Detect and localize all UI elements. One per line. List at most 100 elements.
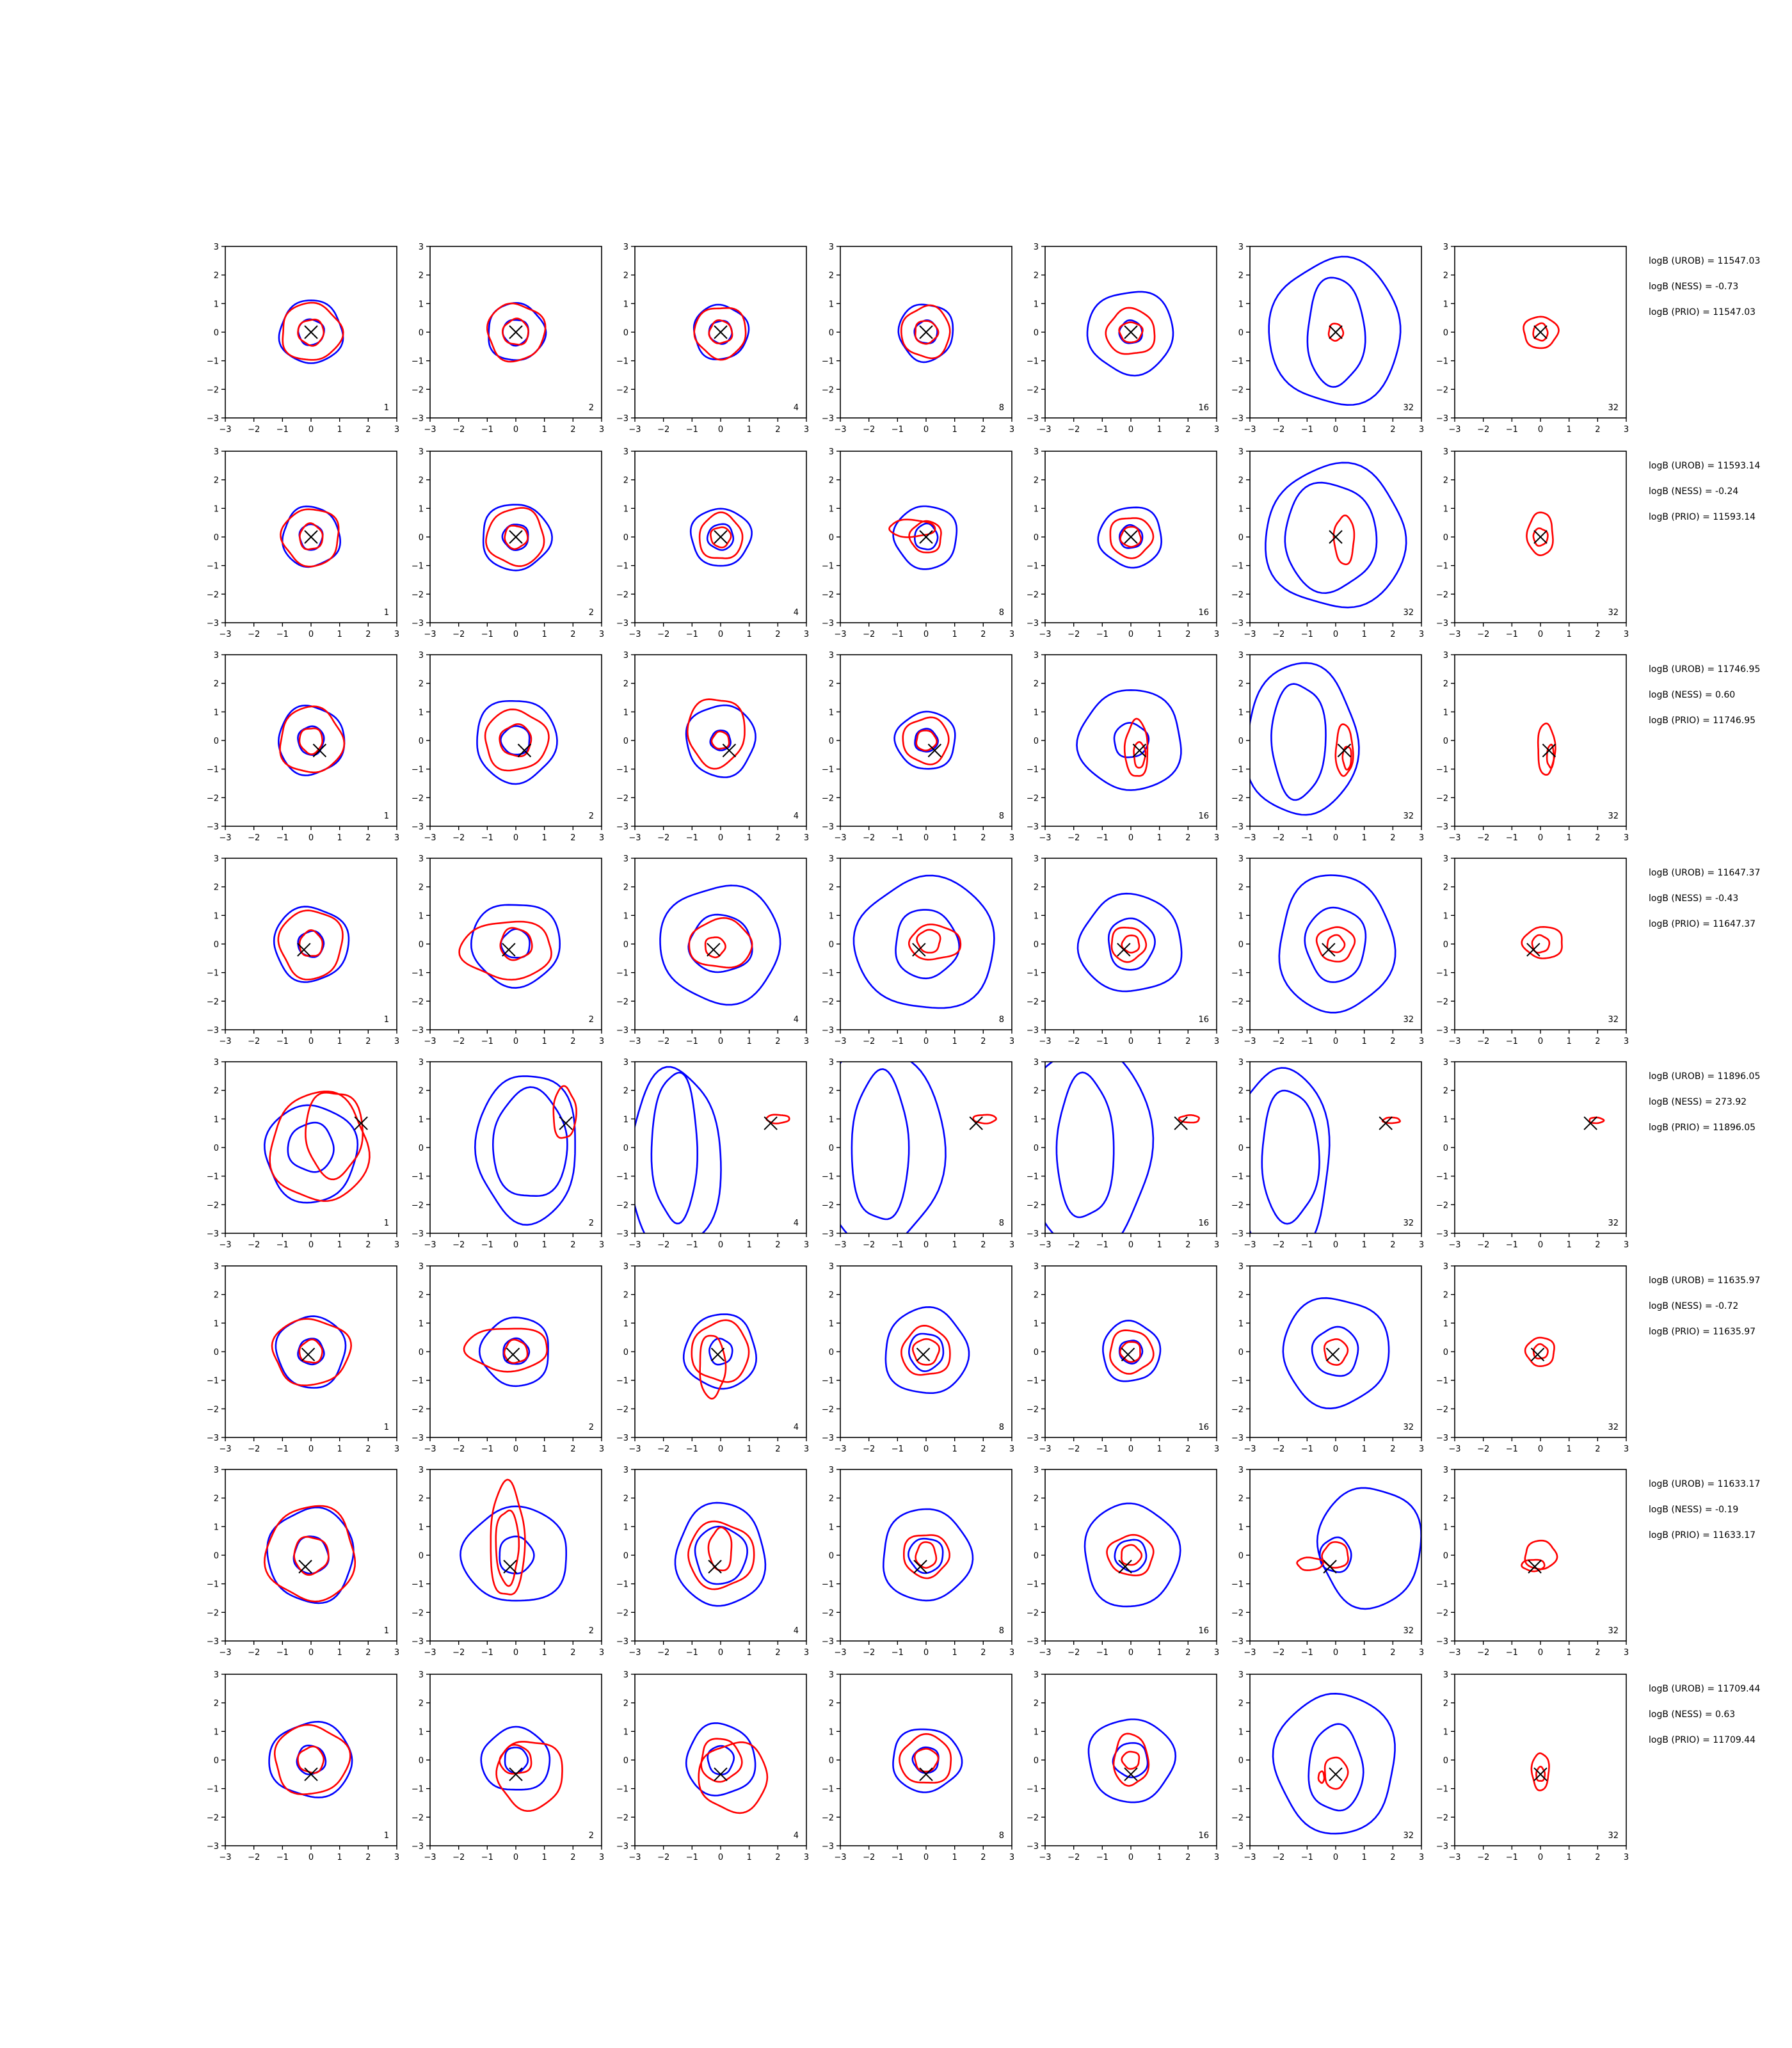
x-tick-label: 0 [1333, 1648, 1338, 1658]
y-tick-label: 1 [1238, 1523, 1244, 1532]
x-tick-label: −1 [1506, 630, 1518, 639]
y-tick-label: 3 [829, 447, 834, 457]
x-tick-label: −2 [1068, 1037, 1080, 1046]
panel-column-label: 1 [384, 1831, 389, 1841]
red-contour [485, 507, 545, 567]
red-contour [297, 318, 324, 347]
x-tick-label: −3 [1039, 425, 1051, 435]
y-tick-label: 3 [1238, 854, 1244, 864]
x-tick-label: −2 [657, 1037, 669, 1046]
y-tick-label: 3 [1034, 1262, 1039, 1272]
y-tick-label: 2 [214, 476, 219, 486]
x-tick-label: 3 [599, 1648, 604, 1658]
x-tick-label: −2 [248, 630, 260, 639]
x-tick-label: 3 [394, 1444, 399, 1454]
blue-contour [1318, 1536, 1352, 1573]
x-tick-label: 3 [394, 1853, 399, 1862]
true-value-marker [710, 1347, 725, 1362]
red-contour [279, 705, 346, 774]
red-contour [708, 319, 733, 344]
x-tick-label: 1 [1362, 1240, 1367, 1250]
y-tick-label: −3 [412, 1842, 424, 1852]
y-tick-label: 1 [1443, 504, 1448, 514]
x-tick-label: 1 [952, 1853, 957, 1862]
x-tick-label: −2 [452, 630, 465, 639]
y-tick-label: −1 [1027, 1172, 1039, 1182]
x-tick-label: 0 [1128, 1240, 1133, 1250]
x-tick-label: −2 [248, 1648, 260, 1658]
x-tick-label: −3 [1039, 1240, 1051, 1250]
y-tick-label: −3 [616, 414, 628, 424]
x-tick-label: 1 [542, 1853, 547, 1862]
red-contour [1106, 1533, 1155, 1577]
x-tick-label: 3 [804, 1444, 809, 1454]
x-tick-label: 3 [1214, 1853, 1219, 1862]
y-tick-label: 0 [1034, 1551, 1039, 1561]
y-tick-label: −2 [1027, 1405, 1039, 1414]
panel-column-label: 2 [589, 403, 594, 413]
panel-column-label: 2 [589, 1831, 594, 1841]
y-tick-label: −2 [207, 1813, 219, 1823]
y-tick-label: 0 [1034, 1348, 1039, 1357]
y-tick-label: 1 [419, 1319, 424, 1329]
panel-r1-c4: −3−3 −2 −2 −1 −1 0 0 1 1 2 2 3 3 8 [822, 243, 1014, 435]
x-tick-label: 0 [924, 1648, 929, 1658]
red-contour [1326, 934, 1346, 954]
blue-contour [882, 1508, 974, 1602]
x-tick-label: 3 [1624, 1240, 1629, 1250]
y-tick-label: 2 [214, 1699, 219, 1709]
y-tick-label: 1 [1238, 1727, 1244, 1737]
red-contour [298, 1338, 323, 1364]
x-tick-label: 1 [1567, 1444, 1572, 1454]
blue-contour [296, 1744, 327, 1775]
x-tick-label: −1 [892, 1240, 904, 1250]
plot-frame [1454, 1674, 1627, 1846]
x-tick-label: −3 [1448, 833, 1460, 843]
true-value-marker [919, 325, 933, 339]
y-tick-label: 0 [623, 737, 628, 746]
true-value-marker [312, 743, 327, 758]
x-tick-label: 1 [1567, 1037, 1572, 1046]
panel-r1-c5: −3−3 −2 −2 −1 −1 0 0 1 1 2 2 3 3 16 [1027, 243, 1219, 435]
true-value-marker [304, 325, 318, 339]
red-contour [273, 1724, 351, 1795]
x-tick-label: 2 [1185, 425, 1190, 435]
y-tick-label: −2 [1436, 997, 1448, 1007]
x-tick-label: 2 [1595, 1648, 1600, 1658]
y-tick-label: −1 [616, 1785, 628, 1795]
x-tick-label: −1 [1301, 1853, 1313, 1862]
x-tick-label: 2 [1595, 1444, 1600, 1454]
x-tick-label: 3 [599, 833, 604, 843]
red-contour [1341, 746, 1352, 771]
red-contour [686, 698, 746, 770]
y-tick-label: −1 [616, 969, 628, 979]
red-contour [1532, 1343, 1549, 1360]
x-tick-label: 3 [1624, 1853, 1629, 1862]
x-tick-label: −3 [1448, 1853, 1460, 1862]
x-tick-label: 3 [1214, 1648, 1219, 1658]
x-tick-label: −1 [686, 630, 698, 639]
panel-column-label: 16 [1198, 1219, 1209, 1228]
blue-contour [1270, 683, 1327, 801]
x-tick-label: −3 [219, 1240, 231, 1250]
y-tick-label: −1 [1436, 1377, 1448, 1386]
x-tick-label: −2 [1068, 1853, 1080, 1862]
red-contour [1327, 323, 1345, 342]
logb-annotation: logB (UROB) = 11896.05 [1649, 1071, 1760, 1082]
x-tick-label: −1 [686, 1240, 698, 1250]
y-tick-label: 2 [1443, 680, 1448, 689]
y-tick-label: 1 [214, 300, 219, 309]
x-tick-label: 3 [1624, 1648, 1629, 1658]
red-contour [277, 909, 344, 980]
x-tick-label: −1 [1301, 1444, 1313, 1454]
x-tick-label: −2 [1272, 1853, 1284, 1862]
red-contour [698, 511, 744, 559]
y-tick-label: 3 [419, 447, 424, 457]
y-tick-label: 2 [1443, 476, 1448, 486]
x-tick-label: 2 [980, 1648, 986, 1658]
panel-column-label: 32 [1403, 812, 1414, 821]
y-tick-label: −3 [822, 822, 834, 832]
plot-frame [1249, 1061, 1422, 1234]
y-tick-label: −2 [1027, 385, 1039, 395]
red-contour [298, 929, 324, 957]
